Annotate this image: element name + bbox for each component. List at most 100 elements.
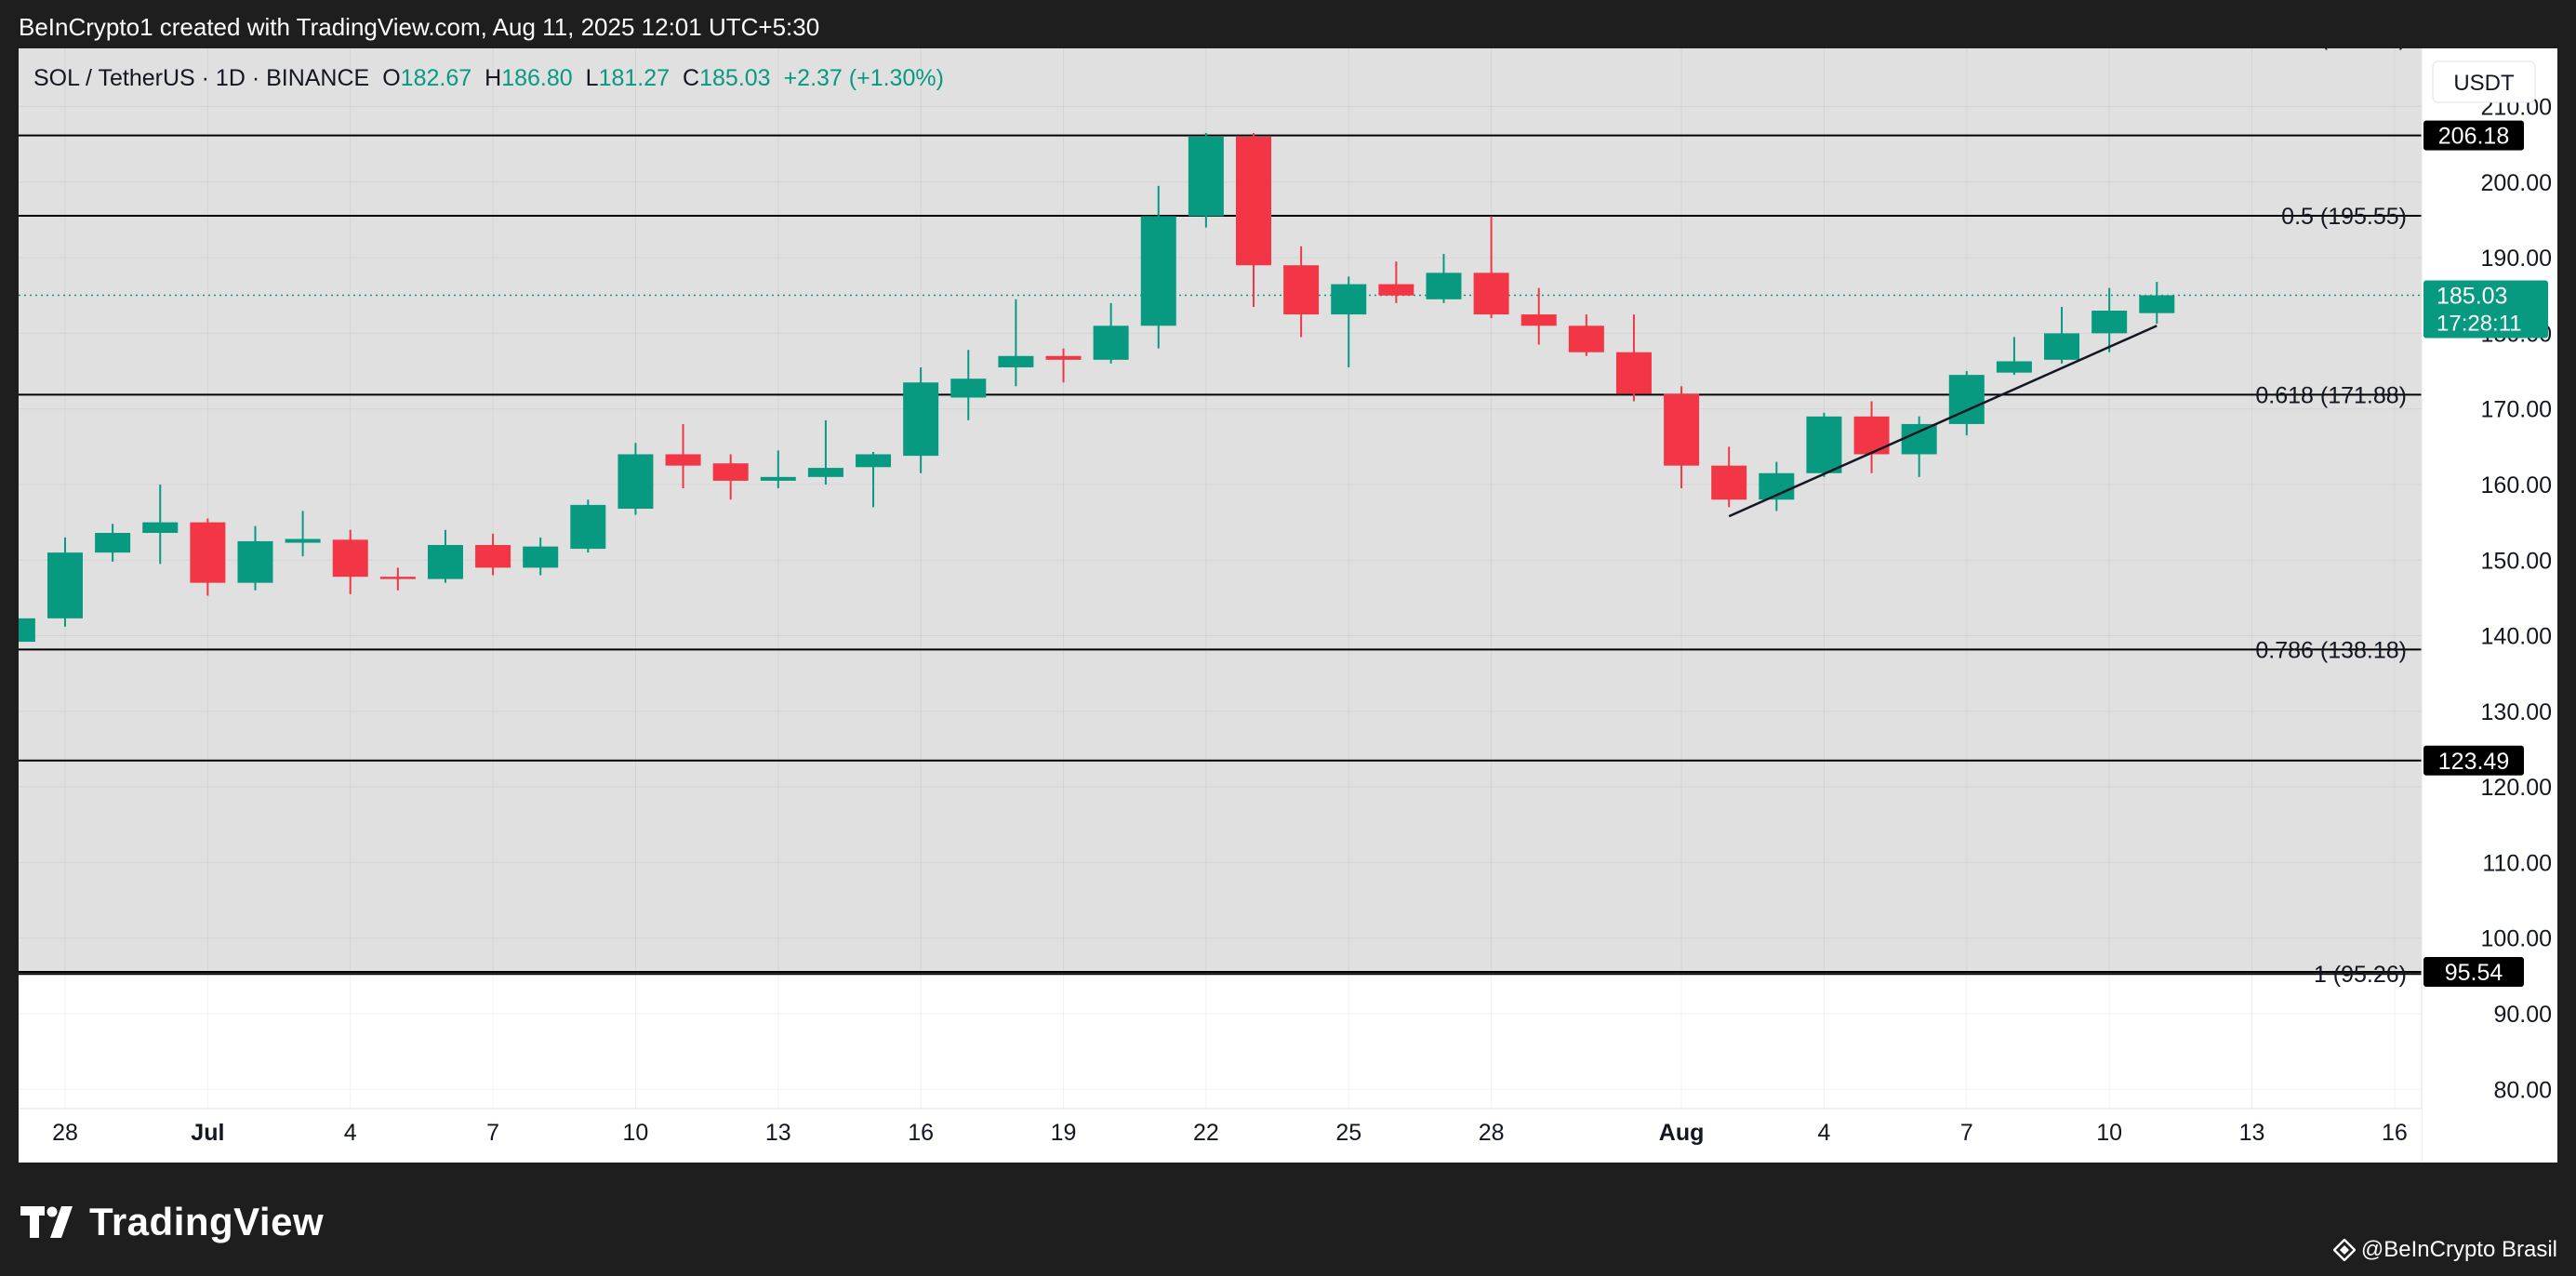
x-tick-label: 7	[1960, 1120, 1973, 1146]
x-tick-label: 7	[486, 1120, 499, 1146]
candle	[523, 537, 559, 576]
candle-body	[95, 532, 131, 553]
candle-body	[1664, 393, 1700, 466]
watermark-text: @BeInCrypto Brasil	[2360, 1237, 2557, 1262]
x-tick-label: 16	[2382, 1120, 2408, 1146]
fib-level-label: 1 (95.26)	[2314, 962, 2407, 988]
candle-body	[1806, 416, 1842, 473]
y-tick-label: 170.00	[2481, 397, 2552, 423]
price-axis-background	[2422, 48, 2557, 1163]
open-value: 182.67	[400, 65, 472, 91]
candle	[1331, 276, 1367, 367]
candle-body	[2139, 295, 2175, 313]
candle	[475, 533, 511, 576]
candle-body	[19, 618, 35, 643]
fib-level-label: 0.382 (219.21)	[2255, 48, 2407, 51]
y-tick-label: 160.00	[2481, 472, 2552, 498]
candle	[285, 511, 321, 557]
y-tick-label: 110.00	[2482, 850, 2552, 876]
fib-level-label: 0.786 (138.18)	[2255, 637, 2407, 663]
candle-body	[1188, 137, 1224, 217]
candle	[1806, 412, 1842, 477]
candle-body	[332, 539, 368, 578]
candle-body	[2044, 333, 2080, 360]
candle	[2091, 287, 2128, 352]
time-axis-background	[19, 1109, 2422, 1163]
price-level-tag-label: 206.18	[2438, 124, 2509, 150]
candle-body	[379, 577, 416, 579]
candle-body	[190, 522, 226, 583]
x-tick-label: 16	[908, 1120, 934, 1146]
candle	[190, 518, 226, 596]
y-tick-label: 80.00	[2493, 1077, 2552, 1103]
y-tick-label: 120.00	[2481, 775, 2552, 801]
candle-body	[1378, 284, 1414, 296]
candle-body	[617, 454, 654, 509]
candle	[142, 484, 179, 565]
candle	[570, 499, 606, 553]
chart-area[interactable]: 0.5 (195.55) 0.618 (171.88) 0.786 (138.18)…	[19, 48, 2557, 1163]
candle-body	[1996, 361, 2032, 373]
candle-body	[1140, 216, 1176, 326]
chart-attribution: BeInCrypto1 created with TradingView.com…	[19, 13, 820, 41]
x-tick-label: Jul	[191, 1120, 224, 1146]
candle-body	[760, 476, 796, 481]
x-tick-label: 10	[623, 1120, 649, 1146]
candle	[1426, 254, 1462, 303]
candle	[2139, 282, 2175, 325]
candle-body	[950, 379, 987, 398]
high-label: H	[485, 65, 502, 91]
x-tick-label: 28	[52, 1120, 78, 1146]
y-tick-label: 100.00	[2481, 926, 2552, 952]
candle	[665, 423, 701, 489]
trendline	[1728, 325, 2158, 518]
candle	[379, 567, 416, 591]
candle	[1140, 185, 1176, 349]
x-tick-label: 13	[2239, 1120, 2265, 1146]
candle	[1615, 314, 1652, 402]
tradingview-logo-text: TradingView	[89, 1200, 325, 1243]
candle-body	[523, 546, 559, 568]
close-value: 185.03	[699, 65, 771, 91]
y-tick-label: 150.00	[2481, 548, 2552, 574]
candle	[1901, 416, 1937, 477]
candle	[1996, 337, 2032, 376]
price-chart[interactable]: 0.5 (195.55) 0.618 (171.88) 0.786 (138.18)…	[19, 48, 2557, 1163]
plot-area: 0.5 (195.55) 0.618 (171.88) 0.786 (138.18)…	[19, 48, 2422, 1109]
candle	[1568, 314, 1604, 356]
tradingview-logo-icon	[20, 1206, 73, 1238]
x-tick-label: 13	[765, 1120, 791, 1146]
candle-body	[47, 552, 83, 618]
open-label: O	[382, 65, 401, 91]
price-level-tag-label: 123.49	[2438, 749, 2509, 775]
candle-body	[1615, 352, 1652, 394]
candle-body	[142, 522, 179, 533]
candle	[950, 350, 987, 420]
symbol-label: SOL / TetherUS · 1D · BINANCE	[33, 65, 370, 91]
x-tick-label: 19	[1051, 1120, 1077, 1146]
y-tick-label: 190.00	[2481, 246, 2552, 272]
candle	[807, 419, 843, 485]
beincrypto-icon	[2332, 1239, 2356, 1261]
currency-label: USDT	[2453, 71, 2515, 96]
low-value: 181.27	[598, 65, 671, 91]
candle-body	[807, 468, 843, 477]
candle-body	[1045, 355, 1082, 360]
candle	[998, 299, 1034, 387]
candle-body	[2091, 311, 2128, 334]
close-label: C	[683, 65, 700, 91]
x-tick-label: Aug	[1659, 1120, 1705, 1146]
high-value: 186.80	[501, 65, 573, 91]
x-tick-label: 10	[2096, 1120, 2122, 1146]
candle-body	[903, 382, 939, 457]
candle	[95, 524, 131, 562]
candle	[1093, 302, 1129, 364]
candle-body	[427, 545, 463, 579]
candle-body	[1568, 326, 1604, 352]
candle-body	[475, 545, 511, 568]
candle	[47, 537, 83, 627]
candle	[856, 452, 892, 508]
candle	[1188, 132, 1224, 228]
x-tick-label: 28	[1479, 1120, 1505, 1146]
candle-body	[665, 454, 701, 466]
